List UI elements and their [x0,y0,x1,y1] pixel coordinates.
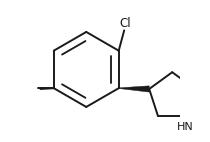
Text: HN: HN [177,122,193,132]
Polygon shape [119,86,149,92]
Text: Cl: Cl [119,17,131,30]
